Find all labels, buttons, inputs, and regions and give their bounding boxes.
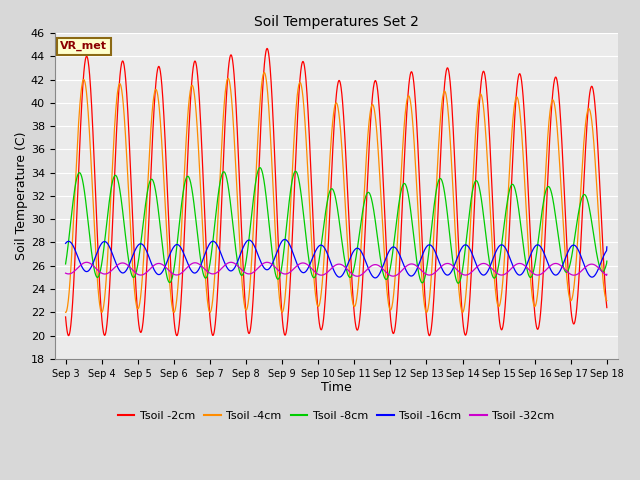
Title: Soil Temperatures Set 2: Soil Temperatures Set 2 (254, 15, 419, 29)
Legend: Tsoil -2cm, Tsoil -4cm, Tsoil -8cm, Tsoil -16cm, Tsoil -32cm: Tsoil -2cm, Tsoil -4cm, Tsoil -8cm, Tsoi… (113, 407, 559, 426)
X-axis label: Time: Time (321, 382, 351, 395)
Y-axis label: Soil Temperature (C): Soil Temperature (C) (15, 132, 28, 260)
Text: VR_met: VR_met (60, 41, 108, 51)
